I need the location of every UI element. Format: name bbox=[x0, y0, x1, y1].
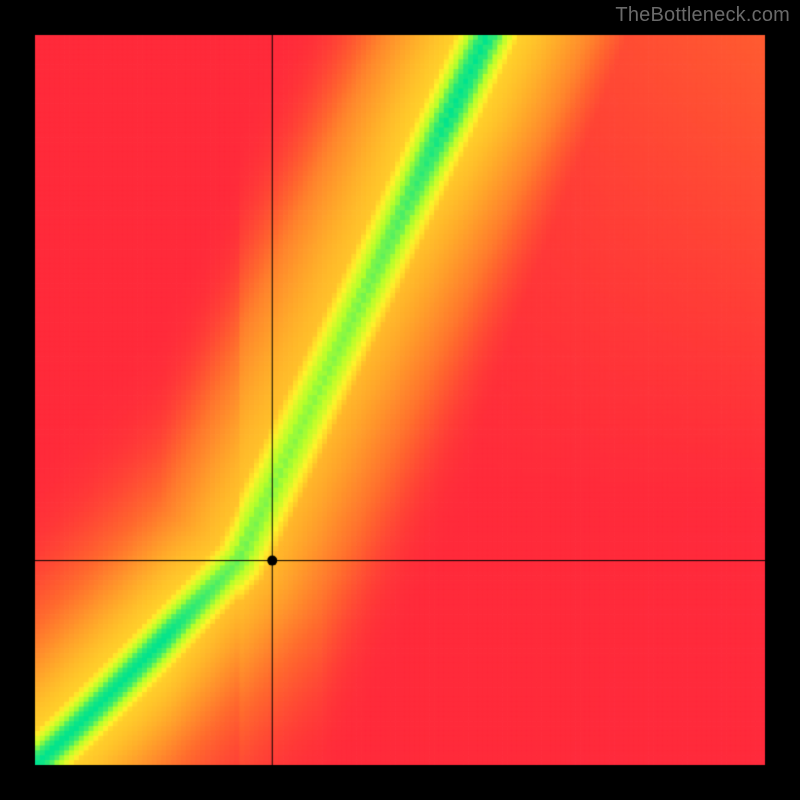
watermark-text: TheBottleneck.com bbox=[615, 4, 790, 27]
chart-container: TheBottleneck.com bbox=[0, 0, 800, 800]
bottleneck-heatmap bbox=[0, 0, 800, 800]
